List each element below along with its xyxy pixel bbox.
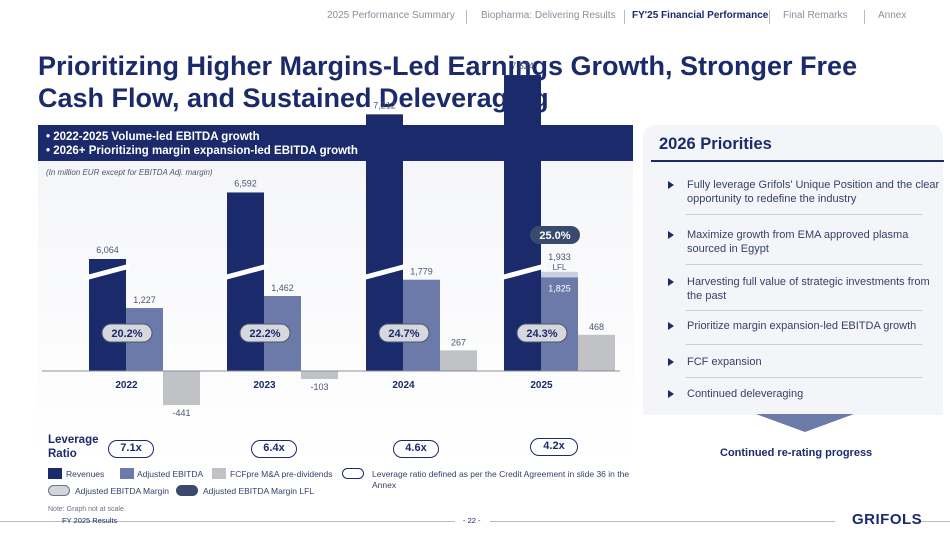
bar-fcf-2024 (440, 350, 477, 371)
nav-separator (466, 10, 467, 24)
legend-swatch-revenues (48, 468, 62, 479)
nav-item-financial-performance[interactable]: FY'25 Financial Performance (632, 10, 769, 21)
header-bullet-1: • 2022-2025 Volume-led EBITDA growth (46, 131, 260, 143)
footer-line (490, 521, 835, 522)
legend-ebitda: Adjusted EBITDA (137, 469, 204, 479)
label-ebitda-2024: 1,779 (410, 267, 433, 277)
legend-swatch-margin-lfl (176, 485, 198, 496)
label-ebitda-2023: 1,462 (271, 283, 294, 293)
nav-item-annex[interactable]: Annex (878, 10, 907, 21)
legend-swatch-margin (48, 485, 70, 496)
axis-break-mark (361, 263, 408, 281)
bar-ebitda-lfl-2025 (541, 271, 578, 278)
triangle-right-icon (668, 278, 674, 286)
margin-value-2024: 24.7% (388, 328, 419, 340)
x-tick-2025: 2025 (530, 380, 553, 391)
priorities-title: 2026 Priorities (659, 135, 772, 153)
nav-item-final-remarks[interactable]: Final Remarks (783, 10, 848, 21)
leverage-pill-2025: 4.2x (530, 438, 578, 456)
legend-swatch-fcf (212, 468, 226, 479)
priority-divider (686, 344, 922, 345)
bar-revenues-2023 (227, 192, 264, 371)
axis-break-mark (84, 263, 131, 281)
leverage-pill-2023: 6.4x (251, 440, 297, 458)
legend-margin: Adjusted EBITDA Margin (75, 486, 170, 496)
margin-pill-2022 (101, 323, 153, 343)
label-fcf-2025: 468 (589, 322, 604, 332)
bar-fcf-2025 (578, 334, 615, 371)
leverage-pill-2022: 7.1x (108, 440, 154, 458)
x-tick-2022: 2022 (115, 380, 138, 391)
margin-value-2023: 22.2% (249, 328, 280, 340)
label-fcf-2023: -103 (310, 382, 328, 392)
legend-swatch-ebitda (120, 468, 134, 479)
axis-break-mark (499, 263, 546, 281)
nav-item-biopharma[interactable]: Biopharma: Delivering Results (481, 10, 616, 21)
bar-fcf-2022 (163, 371, 200, 406)
legend-swatch-leverage (342, 468, 364, 479)
unit-note: (In million EUR except for EBITDA Adj. m… (46, 168, 213, 177)
margin-pill-2023 (239, 323, 291, 343)
label-ebitda-2025: 1,825 (548, 283, 571, 293)
triangle-right-icon (668, 390, 674, 398)
margin-pill-2024 (378, 323, 430, 343)
label-fcf-2024: 267 (451, 337, 466, 347)
priority-divider (686, 214, 922, 215)
triangle-right-icon (668, 322, 674, 330)
top-nav: 2025 Performance Summary Biopharma: Deli… (0, 10, 950, 26)
margin-lfl-pill-2025 (530, 226, 580, 244)
label-revenues-2023: 6,592 (234, 178, 257, 188)
axis-break-mark (222, 263, 269, 281)
priorities-panel (643, 125, 943, 415)
margin-value-2025: 24.3% (526, 328, 557, 340)
nav-separator (624, 10, 625, 24)
nav-separator (864, 10, 865, 24)
down-arrow-icon (756, 414, 854, 432)
nav-item-performance-summary[interactable]: 2025 Performance Summary (327, 10, 455, 21)
priorities-title-underline (651, 160, 944, 162)
triangle-right-icon (668, 181, 674, 189)
margin-pill-2025 (516, 323, 568, 343)
label-revenues-2024: 7,212 (373, 100, 396, 110)
x-tick-2023: 2023 (253, 380, 276, 391)
leverage-pill-2024: 4.6x (393, 440, 439, 458)
leverage-ratio-label: Leverage Ratio (48, 434, 99, 460)
triangle-right-icon (668, 358, 674, 366)
priority-divider (686, 377, 922, 378)
margin-lfl-value-2025: 25.0% (539, 230, 570, 242)
label-ebitda-lfl: 1,933 (548, 252, 571, 262)
legend-leverage-note: Leverage ratio defined as per the Credit… (372, 469, 630, 490)
rerating-text: Continued re-rating progress (720, 447, 873, 459)
margin-value-2022: 20.2% (111, 328, 142, 340)
bar-fcf-2023 (301, 371, 338, 379)
label-lfl-suffix: LFL (553, 263, 567, 272)
legend-fcf: FCFpre M&A pre-dividends (230, 469, 333, 479)
triangle-right-icon (668, 231, 674, 239)
footer-line (918, 521, 950, 522)
label-revenues-2022: 6,064 (96, 245, 119, 255)
footer-label: FY 2025 Results (62, 516, 118, 525)
graph-note: Note: Graph not at scale. (48, 506, 126, 513)
nav-separator (769, 10, 770, 24)
label-revenues-2025: 7,524 (511, 61, 534, 71)
x-tick-2024: 2024 (392, 380, 415, 391)
footer-line (0, 521, 455, 522)
grifols-logo: GRIFOLS (852, 511, 923, 528)
legend-margin-lfl: Adjusted EBITDA Margin LFL (203, 486, 315, 496)
header-bullet-2: • 2026+ Prioritizing margin expansion-le… (46, 145, 358, 157)
legend-revenues: Revenues (66, 469, 105, 479)
label-fcf-2022: -441 (172, 408, 190, 418)
priority-divider (686, 310, 922, 311)
bar-revenues-2025 (504, 75, 541, 371)
page-number: - 22 - (463, 516, 481, 525)
page-title: Prioritizing Higher Margins-Led Earnings… (38, 51, 858, 113)
priority-divider (686, 264, 922, 265)
label-ebitda-2022: 1,227 (133, 295, 156, 305)
